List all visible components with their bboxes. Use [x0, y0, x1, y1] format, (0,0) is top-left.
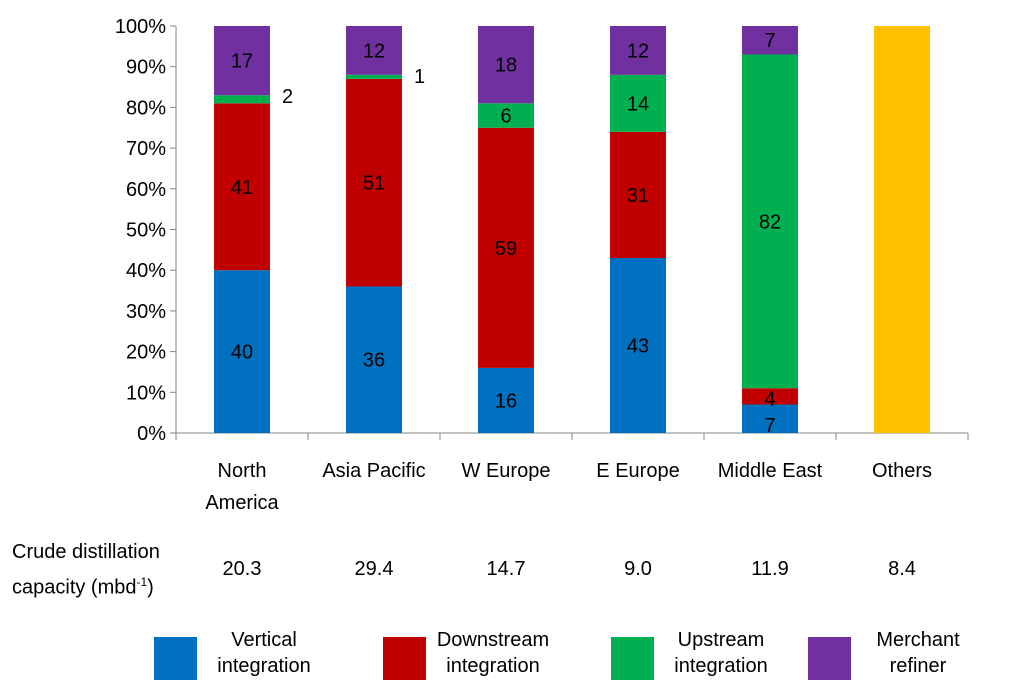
- y-tick-label: 100%: [115, 16, 166, 38]
- data-label: 16: [495, 390, 517, 412]
- data-label: 51: [363, 173, 385, 195]
- data-label: 7: [764, 415, 775, 437]
- capacity-label-superscript: -1: [136, 575, 148, 589]
- capacity-label-line1: Crude distillation: [12, 541, 160, 563]
- legend-label: Downstream integration: [418, 627, 568, 679]
- stacked-bar-chart: 0%10%20%30%40%50%60%70%80%90%100%4041217…: [115, 16, 969, 514]
- bar-segment-merchant-refiner: [610, 26, 666, 75]
- x-category-label: Others: [872, 460, 932, 482]
- capacity-value: 20.3: [222, 558, 262, 580]
- bar-segment-downstream-integration: [610, 131, 666, 258]
- capacity-value: 14.7: [486, 558, 526, 580]
- legend-label-line: integration: [217, 655, 311, 677]
- bar-segment-upstream-integration: [346, 74, 402, 79]
- y-tick-label: 0%: [137, 423, 166, 445]
- bar-segment-upstream-integration: [610, 74, 666, 132]
- y-tick-label: 50%: [126, 220, 166, 242]
- bar-segment-vertical-integration: [346, 286, 402, 433]
- bar-segment-vertical-integration: [742, 404, 798, 433]
- data-label: 2: [282, 86, 293, 108]
- data-label: 12: [627, 40, 649, 62]
- legend-label-line: Upstream: [677, 629, 765, 651]
- y-tick-label: 60%: [126, 179, 166, 201]
- data-label: 4: [764, 388, 775, 410]
- bar-segment-upstream-integration: [214, 95, 270, 104]
- data-label: 43: [627, 335, 649, 357]
- data-label: 40: [231, 342, 253, 364]
- x-category-label: Middle East: [718, 460, 823, 482]
- bar-segment-merchant-refiner: [346, 26, 402, 75]
- legend-swatch: [383, 637, 426, 680]
- bar-segment-upstream-integration: [478, 103, 534, 128]
- legend-label-line: refiner: [889, 655, 947, 677]
- legend-label-line: Vertical: [231, 629, 297, 651]
- bar-segment-upstream-integration: [742, 54, 798, 389]
- y-tick-label: 10%: [126, 382, 166, 404]
- y-tick-label: 80%: [126, 97, 166, 119]
- data-label: 59: [495, 238, 517, 260]
- data-label: 14: [627, 93, 649, 115]
- y-tick-label: 40%: [126, 260, 166, 282]
- legend-swatch: [611, 637, 654, 680]
- capacity-value: 8.4: [888, 558, 916, 580]
- x-category-label: North: [218, 460, 267, 482]
- x-category-label: E Europe: [596, 460, 679, 482]
- data-label: 1: [414, 66, 425, 88]
- legend-label-line: Downstream: [436, 629, 550, 651]
- bar-segment-downstream-integration: [214, 103, 270, 271]
- legend-label: Merchant refiner: [843, 627, 993, 679]
- capacity-row-label: Crude distillation capacity (mbd-1): [12, 537, 160, 603]
- data-label: 31: [627, 185, 649, 207]
- y-tick-label: 70%: [126, 138, 166, 160]
- y-tick-label: 20%: [126, 342, 166, 364]
- legend-label-line: integration: [674, 655, 768, 677]
- bar-segment-downstream-integration: [346, 78, 402, 287]
- data-label: 18: [495, 55, 517, 77]
- legend-label-line: Merchant: [876, 629, 960, 651]
- x-category-label: America: [205, 492, 279, 514]
- x-category-label: Asia Pacific: [322, 460, 425, 482]
- data-label: 7: [764, 30, 775, 52]
- bar-segment-downstream-integration: [478, 127, 534, 368]
- bar-segment-vertical-integration: [610, 257, 666, 433]
- bar-segment-downstream-integration: [742, 388, 798, 405]
- y-tick-label: 90%: [126, 57, 166, 79]
- bar-segment-others: [874, 26, 930, 433]
- legend-swatch: [154, 637, 197, 680]
- data-label: 36: [363, 350, 385, 372]
- chart-legend: Vertical integration Downstream integration…: [0, 627, 1017, 681]
- bar-segment-merchant-refiner: [742, 26, 798, 55]
- capacity-value: 29.4: [354, 558, 394, 580]
- data-label: 41: [231, 177, 253, 199]
- bar-segment-merchant-refiner: [478, 26, 534, 104]
- data-label: 12: [363, 40, 385, 62]
- legend-label-line: integration: [446, 655, 540, 677]
- y-tick-label: 30%: [126, 301, 166, 323]
- data-label: 82: [759, 211, 781, 233]
- capacity-value: 9.0: [624, 558, 652, 580]
- legend-label: Vertical integration: [189, 627, 339, 679]
- bar-segment-vertical-integration: [478, 367, 534, 433]
- bar-segment-vertical-integration: [214, 270, 270, 433]
- legend-label: Upstream integration: [646, 627, 796, 679]
- capacity-label-line2: capacity (mbd: [12, 576, 137, 599]
- bar-segment-merchant-refiner: [214, 26, 270, 96]
- legend-swatch: [808, 637, 851, 680]
- x-category-label: W Europe: [462, 460, 551, 482]
- data-label: 6: [500, 106, 511, 128]
- capacity-label-tail: ): [147, 576, 154, 599]
- data-label: 17: [231, 51, 253, 73]
- capacity-value: 11.9: [751, 558, 789, 580]
